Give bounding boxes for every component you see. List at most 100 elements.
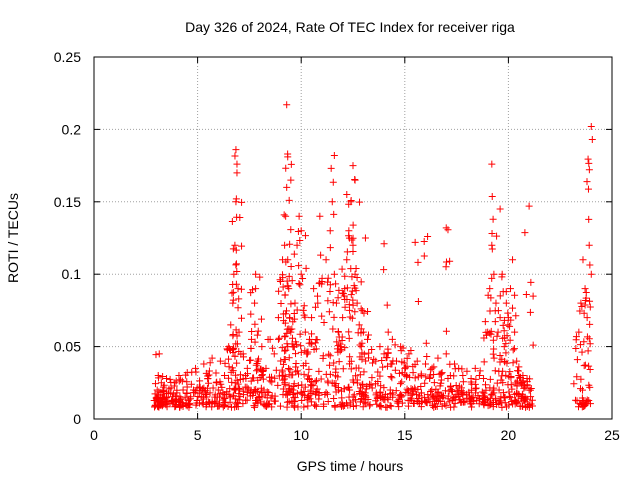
- data-point: [472, 384, 480, 392]
- data-point: [381, 390, 389, 398]
- data-point: [395, 398, 403, 406]
- data-point: [232, 340, 240, 348]
- data-point: [506, 368, 514, 376]
- data-point: [274, 335, 282, 343]
- data-point: [228, 289, 236, 297]
- data-point: [282, 212, 290, 220]
- data-point: [160, 381, 168, 389]
- data-point: [332, 372, 339, 380]
- data-point: [283, 340, 291, 348]
- data-point: [159, 397, 167, 405]
- data-point: [409, 369, 417, 377]
- data-point: [490, 270, 498, 278]
- data-point: [447, 382, 455, 390]
- data-point: [362, 357, 370, 365]
- data-point: [234, 398, 241, 406]
- data-point: [345, 334, 353, 342]
- data-point: [460, 398, 468, 406]
- data-point: [450, 372, 458, 380]
- data-point: [579, 386, 587, 394]
- data-point: [422, 360, 430, 368]
- data-point: [239, 353, 247, 361]
- data-point: [478, 388, 486, 396]
- data-point: [285, 371, 293, 379]
- data-point: [429, 393, 437, 401]
- data-point: [400, 359, 408, 367]
- data-point: [212, 379, 220, 387]
- data-point: [275, 334, 283, 342]
- data-point: [283, 101, 291, 109]
- data-point: [202, 391, 210, 399]
- data-point: [208, 403, 216, 411]
- data-point: [307, 398, 315, 406]
- data-point: [350, 282, 358, 290]
- data-point: [265, 388, 273, 396]
- data-point: [347, 365, 355, 373]
- data-point: [234, 380, 242, 388]
- data-point: [421, 379, 429, 387]
- data-point: [277, 299, 285, 307]
- data-point: [179, 386, 187, 394]
- data-point: [285, 354, 293, 362]
- data-point: [348, 314, 356, 322]
- data-point: [586, 261, 594, 269]
- data-point: [304, 375, 312, 383]
- y-tick-label: 0: [73, 411, 81, 427]
- data-point: [372, 391, 380, 399]
- x-axis-label: GPS time / hours: [297, 458, 404, 474]
- data-point: [488, 230, 496, 238]
- data-point: [365, 349, 373, 357]
- data-point: [397, 393, 405, 401]
- data-point: [338, 394, 346, 402]
- data-point: [487, 391, 495, 399]
- data-point: [428, 364, 436, 372]
- data-point: [322, 256, 330, 264]
- data-point: [422, 339, 430, 347]
- data-point: [282, 310, 290, 318]
- data-point: [246, 356, 254, 364]
- data-point: [478, 398, 486, 406]
- data-point: [489, 336, 497, 344]
- data-point: [290, 389, 298, 397]
- data-point: [488, 160, 496, 168]
- data-point: [256, 374, 264, 382]
- data-point: [356, 371, 364, 379]
- data-point: [166, 375, 174, 383]
- data-point: [457, 387, 465, 395]
- data-point: [264, 335, 272, 343]
- data-point: [360, 350, 368, 358]
- data-point: [281, 333, 289, 341]
- data-point: [444, 226, 452, 234]
- data-point: [324, 397, 332, 405]
- data-point: [335, 286, 343, 294]
- data-point: [581, 301, 589, 309]
- data-point: [293, 241, 301, 249]
- data-point: [229, 296, 237, 304]
- data-point: [356, 353, 364, 361]
- data-point: [329, 178, 337, 186]
- data-point: [500, 327, 508, 335]
- data-point: [416, 392, 424, 400]
- data-point: [362, 399, 370, 407]
- data-point: [582, 289, 590, 297]
- data-point: [497, 376, 505, 384]
- data-point: [313, 336, 321, 344]
- data-point: [188, 368, 196, 376]
- data-point: [247, 344, 255, 352]
- data-point: [459, 372, 467, 380]
- data-point: [281, 332, 289, 340]
- data-point: [232, 280, 240, 288]
- data-point: [358, 381, 366, 389]
- data-point: [379, 363, 387, 371]
- data-point: [338, 333, 346, 341]
- data-point: [428, 386, 436, 394]
- data-point: [495, 386, 503, 394]
- data-point: [488, 390, 496, 398]
- data-point: [467, 395, 475, 403]
- data-point: [300, 302, 308, 310]
- data-point: [286, 240, 294, 248]
- data-point: [504, 309, 512, 317]
- data-point: [163, 374, 171, 382]
- data-point: [577, 375, 585, 383]
- data-point: [288, 334, 296, 342]
